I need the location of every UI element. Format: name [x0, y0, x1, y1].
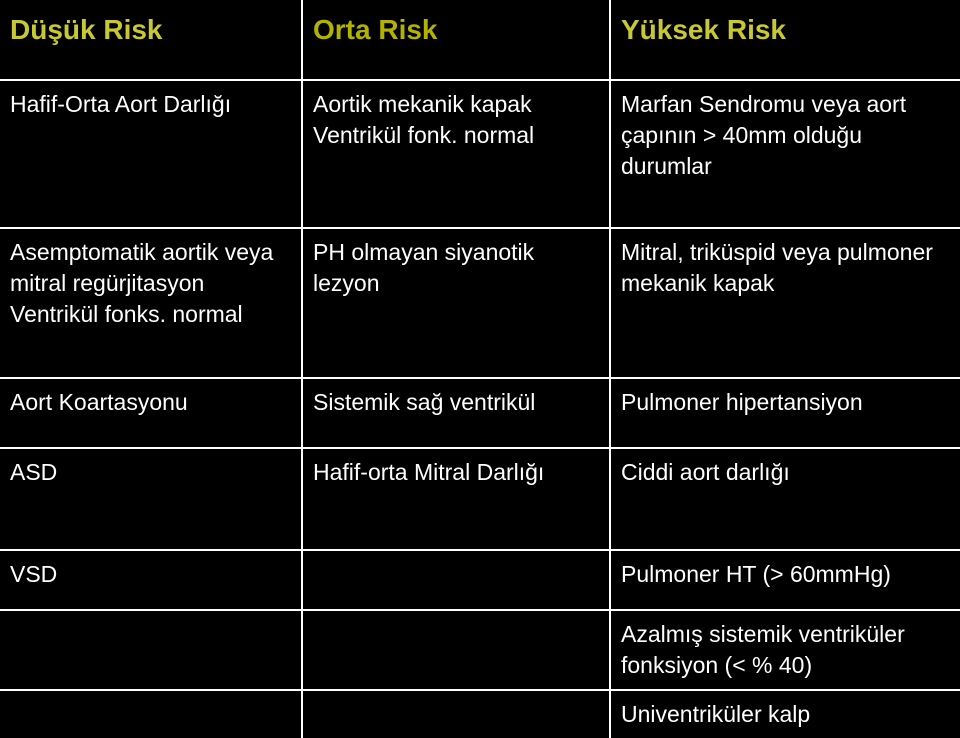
cell-text: Azalmış sistemik ventriküler fonksiyon (…	[621, 619, 950, 681]
cell-text: Aort Koartasyonu	[10, 387, 291, 418]
cell-text: Ciddi aort darlığı	[621, 457, 950, 488]
table-row: Asemptomatik aortik veya mitral regürjit…	[0, 228, 960, 378]
table-row: VSD Pulmoner HT (> 60mmHg)	[0, 550, 960, 610]
cell: Pulmoner HT (> 60mmHg)	[610, 550, 960, 610]
cell: Mitral, triküspid veya pulmoner mekanik …	[610, 228, 960, 378]
cell: Sistemik sağ ventrikül	[302, 378, 610, 448]
table-row: Aort Koartasyonu Sistemik sağ ventrikül …	[0, 378, 960, 448]
cell: VSD	[0, 550, 302, 610]
table-row: Azalmış sistemik ventriküler fonksiyon (…	[0, 610, 960, 690]
cell: Aortik mekanik kapak Ventrikül fonk. nor…	[302, 80, 610, 228]
cell: Hafif-orta Mitral Darlığı	[302, 448, 610, 550]
slide: Düşük Risk Orta Risk Yüksek Risk Hafif-O…	[0, 0, 960, 720]
cell-text: Aortik mekanik kapak Ventrikül fonk. nor…	[313, 89, 599, 151]
table-row: Hafif-Orta Aort Darlığı Aortik mekanik k…	[0, 80, 960, 228]
cell: PH olmayan siyanotik lezyon	[302, 228, 610, 378]
header-label: Orta Risk	[313, 14, 438, 45]
cell-text: Mitral, triküspid veya pulmoner mekanik …	[621, 237, 950, 299]
cell-text: VSD	[10, 559, 291, 590]
header-label: Yüksek Risk	[621, 14, 786, 45]
cell: Pulmoner hipertansiyon	[610, 378, 960, 448]
cell: Hafif-Orta Aort Darlığı	[0, 80, 302, 228]
cell-text: PH olmayan siyanotik lezyon	[313, 237, 599, 299]
cell	[302, 610, 610, 690]
cell-text: Hafif-orta Mitral Darlığı	[313, 457, 599, 488]
header-low-risk: Düşük Risk	[0, 0, 302, 80]
cell: Asemptomatik aortik veya mitral regürjit…	[0, 228, 302, 378]
header-high-risk: Yüksek Risk	[610, 0, 960, 80]
cell	[0, 690, 302, 738]
table-row: Univentriküler kalp	[0, 690, 960, 738]
cell-text: Hafif-Orta Aort Darlığı	[10, 89, 291, 120]
header-label: Düşük Risk	[10, 14, 163, 45]
cell-text: Sistemik sağ ventrikül	[313, 387, 599, 418]
cell: Marfan Sendromu veya aort çapının > 40mm…	[610, 80, 960, 228]
cell	[0, 610, 302, 690]
cell-text: Pulmoner hipertansiyon	[621, 387, 950, 418]
cell-text: Marfan Sendromu veya aort çapının > 40mm…	[621, 89, 950, 182]
header-mid-risk: Orta Risk	[302, 0, 610, 80]
table-row: ASD Hafif-orta Mitral Darlığı Ciddi aort…	[0, 448, 960, 550]
risk-table: Düşük Risk Orta Risk Yüksek Risk Hafif-O…	[0, 0, 960, 738]
cell	[302, 550, 610, 610]
cell-text: ASD	[10, 457, 291, 488]
cell: Ciddi aort darlığı	[610, 448, 960, 550]
cell: ASD	[0, 448, 302, 550]
cell-text: Univentriküler kalp	[621, 699, 950, 730]
cell-text: Pulmoner HT (> 60mmHg)	[621, 559, 950, 590]
cell	[302, 690, 610, 738]
cell: Aort Koartasyonu	[0, 378, 302, 448]
cell-text: Asemptomatik aortik veya mitral regürjit…	[10, 237, 291, 330]
cell: Azalmış sistemik ventriküler fonksiyon (…	[610, 610, 960, 690]
cell: Univentriküler kalp	[610, 690, 960, 738]
table-header-row: Düşük Risk Orta Risk Yüksek Risk	[0, 0, 960, 80]
